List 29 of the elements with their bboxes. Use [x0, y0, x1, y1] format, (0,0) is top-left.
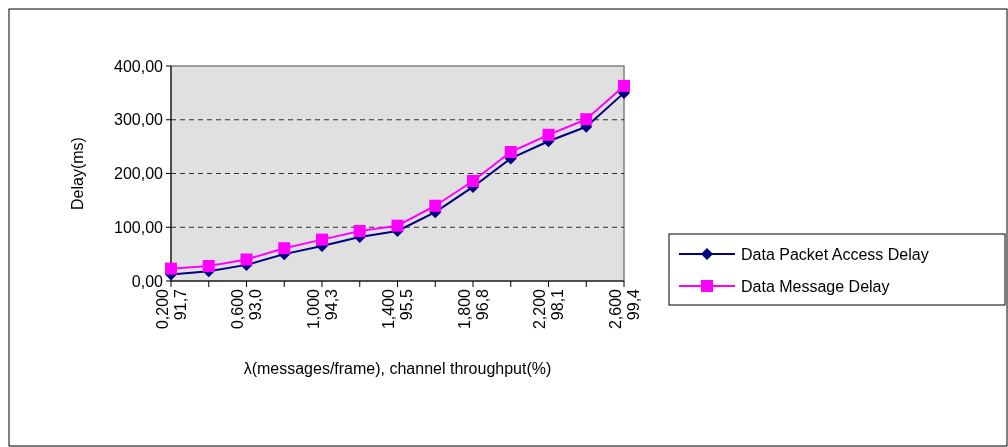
y-tick-label: 0,00: [131, 272, 164, 290]
point: [504, 146, 517, 158]
point: [353, 225, 366, 238]
legend-label: Data Packet Access Delay: [741, 245, 929, 263]
point: [165, 262, 177, 275]
x-tick-label: 2,200 98,1: [531, 288, 567, 330]
x-tick-label: 2,600 99,4: [606, 288, 642, 330]
point: [278, 242, 291, 255]
y-tick-label: 100,00: [114, 218, 164, 236]
y-tick-label: 300,00: [114, 111, 164, 129]
point: [316, 233, 328, 246]
point: [467, 175, 479, 188]
point: [618, 79, 630, 92]
point: [202, 259, 215, 272]
point: [580, 113, 593, 126]
x-tick-label: 1,800 96,8: [455, 288, 491, 330]
point: [429, 199, 442, 212]
y-axis-title: Delay(ms): [69, 137, 86, 210]
y-tick-label: 400,00: [114, 57, 164, 75]
x-tick-label: 0,200 91,7: [153, 288, 189, 330]
x-tick-label: 1,000 94,3: [304, 288, 340, 330]
x-axis-title: λ(messages/frame), channel throughput(%): [243, 360, 552, 377]
y-tick-label: 200,00: [114, 165, 164, 183]
point: [391, 219, 404, 232]
point: [542, 128, 555, 141]
x-tick-label: 0,600 93,0: [229, 288, 265, 330]
x-tick-label: 1,400 95,5: [380, 288, 416, 330]
legend-label: Data Message Delay: [741, 277, 890, 295]
point: [240, 253, 253, 266]
